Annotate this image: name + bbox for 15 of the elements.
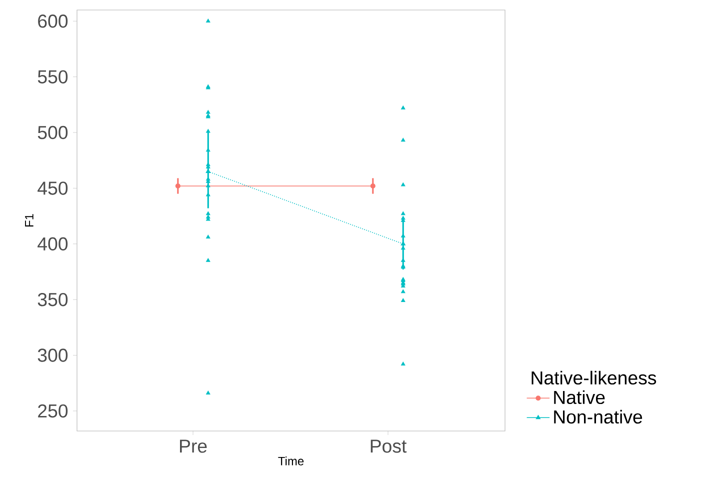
y-tick-label: 250 [38,404,68,418]
y-tick-label: 450 [38,182,68,195]
x-axis-title: Time [278,456,304,466]
y-tick-label: 550 [38,70,68,84]
y-tick-label: 350 [38,292,68,306]
x-tick-label: Post [370,440,407,453]
legend-label: Native [554,390,605,404]
y-tick-label: 300 [38,348,68,362]
legend-label: Non-native [554,410,642,424]
x-tick-label: Pre [180,440,207,453]
y-tick-label: 600 [38,14,68,28]
legend-title: Native-likeness [532,370,656,385]
y-tick-label: 400 [38,237,68,251]
y-tick-label: 500 [38,126,68,140]
y-axis-title: F1 [25,214,34,227]
